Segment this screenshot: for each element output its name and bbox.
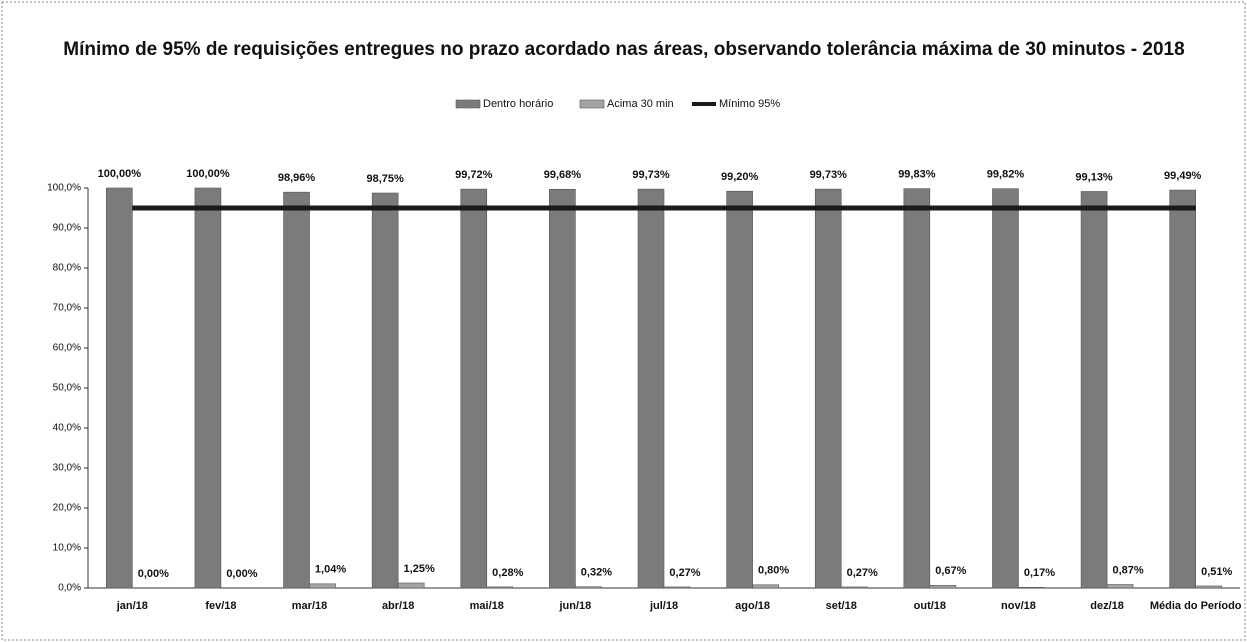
y-tick-label: 70,0% xyxy=(53,303,81,314)
bar xyxy=(903,188,931,589)
bar xyxy=(371,192,399,589)
bar xyxy=(486,586,514,589)
bar xyxy=(637,188,665,589)
value-label: 99,82% xyxy=(987,169,1025,181)
value-label: 0,32% xyxy=(581,567,612,579)
bar xyxy=(283,191,310,589)
x-tick-label: ago/18 xyxy=(735,600,770,612)
y-tick-label: 100,0% xyxy=(47,183,81,194)
bar xyxy=(726,190,753,589)
value-label: 0,27% xyxy=(847,567,878,579)
value-label: 0,87% xyxy=(1112,564,1143,576)
bar xyxy=(929,585,957,589)
y-tick-label: 40,0% xyxy=(53,423,81,434)
x-tick-label: mar/18 xyxy=(292,600,327,612)
x-tick-label: dez/18 xyxy=(1090,600,1124,612)
value-label: 99,68% xyxy=(544,169,582,181)
chart-title: Mínimo de 95% de requisições entregues n… xyxy=(63,39,1184,60)
bar xyxy=(814,188,842,589)
y-tick-label: 60,0% xyxy=(53,343,81,354)
bar xyxy=(397,582,425,589)
value-label: 0,27% xyxy=(669,567,700,579)
value-label: 0,51% xyxy=(1201,566,1232,578)
bar xyxy=(106,187,133,589)
legend-swatch xyxy=(455,99,481,109)
bar xyxy=(992,188,1019,589)
value-label: 0,28% xyxy=(492,567,523,579)
x-tick-label: Média do Período xyxy=(1150,600,1242,612)
x-tick-label: set/18 xyxy=(826,600,857,612)
value-label: 1,25% xyxy=(404,563,435,575)
value-label: 0,67% xyxy=(935,565,966,577)
bar xyxy=(1106,584,1134,589)
legend-label: Mínimo 95% xyxy=(719,98,780,110)
value-label: 99,73% xyxy=(632,169,670,181)
x-tick-label: mai/18 xyxy=(470,600,504,612)
legend-swatch xyxy=(579,99,605,109)
value-label: 0,17% xyxy=(1024,567,1055,579)
value-label: 99,72% xyxy=(455,169,493,181)
x-tick-label: jan/18 xyxy=(116,600,148,612)
bar xyxy=(840,586,868,589)
y-tick-label: 90,0% xyxy=(53,223,81,234)
bar xyxy=(549,188,576,589)
value-label: 0,00% xyxy=(138,568,169,580)
x-tick-label: nov/18 xyxy=(1001,600,1036,612)
bar xyxy=(1195,585,1222,589)
bar xyxy=(1080,191,1108,589)
x-tick-label: out/18 xyxy=(914,600,946,612)
value-label: 99,73% xyxy=(810,169,848,181)
x-tick-label: fev/18 xyxy=(205,600,236,612)
value-label: 0,80% xyxy=(758,565,789,577)
bar xyxy=(309,583,336,589)
bar xyxy=(575,586,602,589)
legend-label: Acima 30 min xyxy=(607,98,674,110)
value-label: 99,20% xyxy=(721,171,759,183)
bar xyxy=(1018,587,1045,589)
bar xyxy=(194,187,222,589)
bar xyxy=(1169,189,1196,589)
y-tick-label: 20,0% xyxy=(53,503,81,514)
y-tick-label: 30,0% xyxy=(53,463,81,474)
value-label: 100,00% xyxy=(186,168,230,180)
bar xyxy=(460,188,488,589)
value-label: 98,75% xyxy=(366,173,404,185)
value-label: 99,13% xyxy=(1075,171,1113,183)
y-tick-label: 10,0% xyxy=(53,543,81,554)
x-tick-label: abr/18 xyxy=(382,600,414,612)
value-label: 100,00% xyxy=(98,168,142,180)
value-label: 1,04% xyxy=(315,564,346,576)
value-label: 99,49% xyxy=(1164,170,1202,182)
value-label: 99,83% xyxy=(898,169,936,181)
x-tick-label: jun/18 xyxy=(558,600,591,612)
y-tick-label: 0,0% xyxy=(58,583,81,594)
value-label: 98,96% xyxy=(278,172,316,184)
value-label: 0,00% xyxy=(226,568,257,580)
legend-label: Dentro horário xyxy=(483,98,553,110)
bar xyxy=(752,584,779,589)
y-tick-label: 80,0% xyxy=(53,263,81,274)
bar xyxy=(663,586,691,589)
x-tick-label: jul/18 xyxy=(649,600,678,612)
y-tick-label: 50,0% xyxy=(53,383,81,394)
